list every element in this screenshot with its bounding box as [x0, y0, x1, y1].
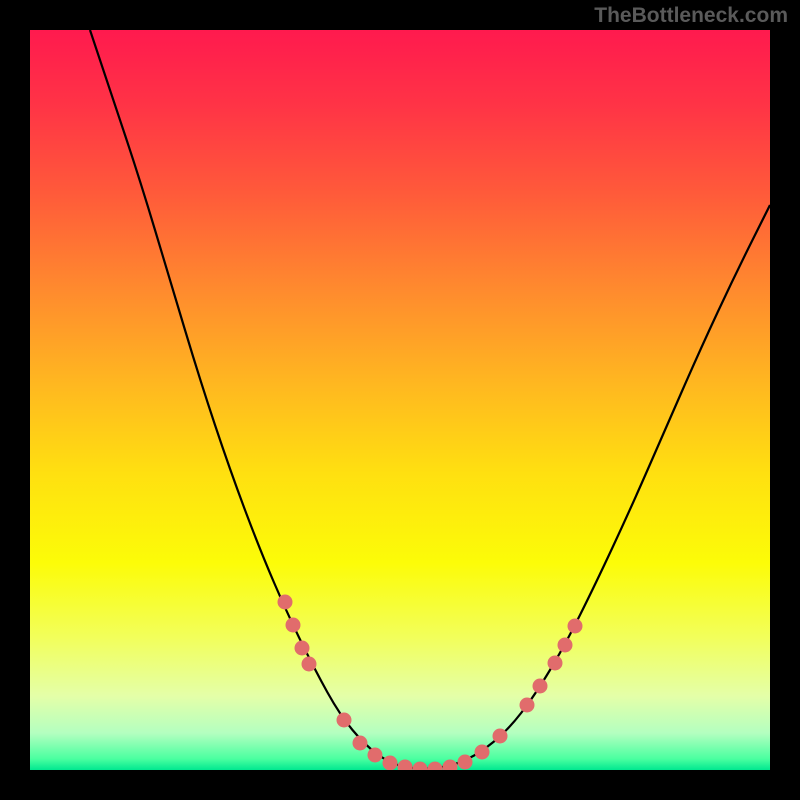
data-marker	[558, 638, 573, 653]
data-marker	[278, 595, 293, 610]
data-marker	[302, 657, 317, 672]
watermark-text: TheBottleneck.com	[594, 4, 788, 28]
data-marker	[353, 736, 368, 751]
data-marker	[337, 713, 352, 728]
data-marker	[286, 618, 301, 633]
data-marker	[398, 760, 413, 771]
data-marker	[533, 679, 548, 694]
data-marker	[493, 729, 508, 744]
data-marker	[295, 641, 310, 656]
data-marker	[475, 745, 490, 760]
data-marker	[383, 756, 398, 771]
data-marker	[368, 748, 383, 763]
data-marker	[548, 656, 563, 671]
data-marker	[443, 760, 458, 771]
data-marker	[413, 762, 428, 771]
data-marker	[428, 762, 443, 771]
data-marker	[568, 619, 583, 634]
data-marker	[520, 698, 535, 713]
plot-area	[30, 30, 770, 770]
data-marker	[458, 755, 473, 770]
bottleneck-curve	[30, 30, 770, 770]
